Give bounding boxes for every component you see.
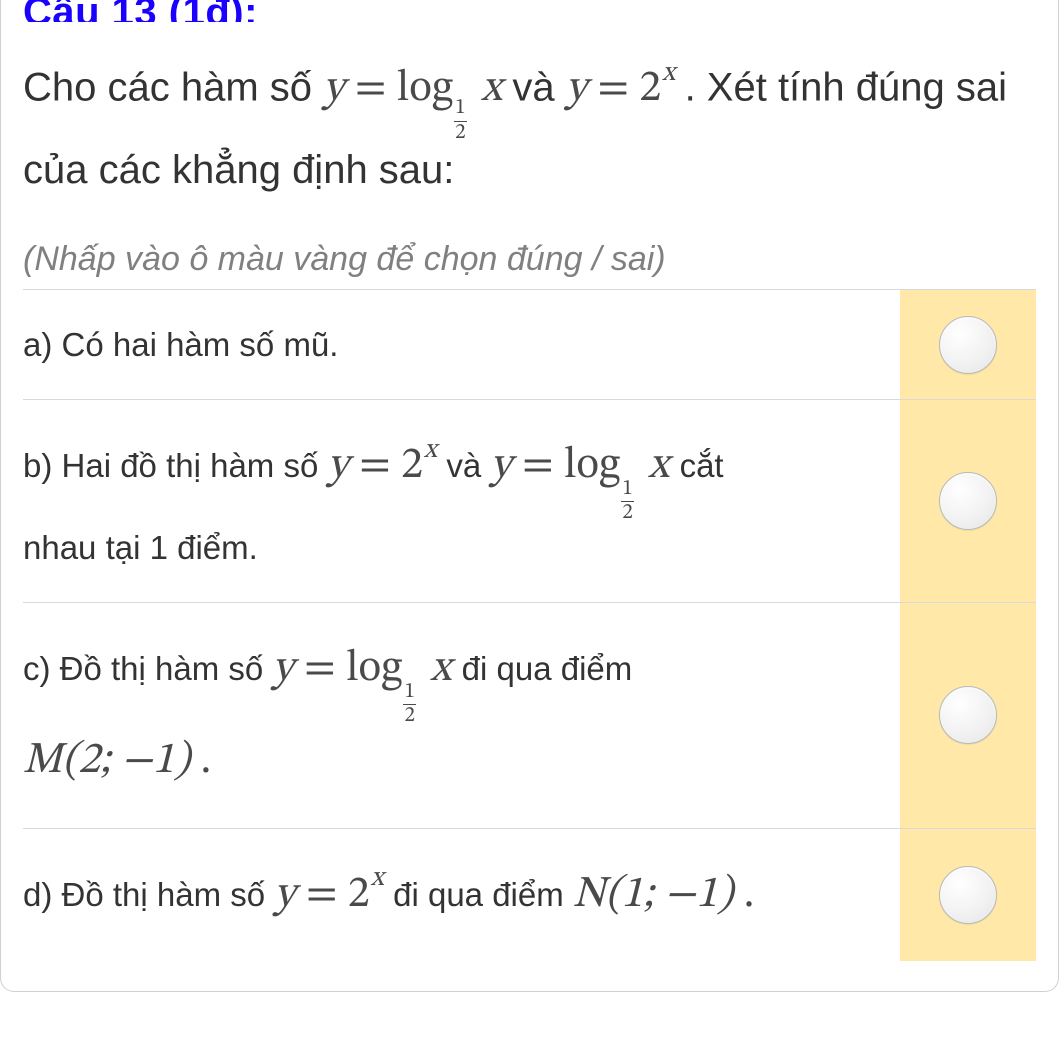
option-row-a: a) Có hai hàm số mũ.: [23, 290, 1036, 400]
question-number: Câu 13 (1đ):: [23, 0, 1036, 22]
equation-log: y = log12 x: [323, 67, 512, 111]
equation-exp: y = 2x: [566, 67, 685, 111]
prompt-text-1: Cho các hàm số: [23, 65, 323, 109]
equation-exp-d: y = 2x: [274, 873, 393, 917]
instruction-hint: (Nhấp vào ô màu vàng để chọn đúng / sai): [23, 240, 1036, 279]
option-d-toggle[interactable]: [900, 829, 1036, 961]
option-row-b: b) Hai đồ thị hàm số y = 2x và y = log12…: [23, 400, 1036, 603]
question-prompt: Cho các hàm số y = log12 x và y = 2x . X…: [23, 48, 1036, 208]
prompt-text-2: và: [512, 65, 565, 109]
option-c-text: c) Đồ thị hàm số y = log12 x đi qua điểm…: [23, 603, 900, 828]
radio-icon: [939, 316, 997, 374]
point-n: N(1; −1): [573, 873, 744, 917]
equation-log-c: y = log12 x: [272, 647, 461, 691]
point-m: M(2; −1): [23, 739, 201, 783]
option-a-text: a) Có hai hàm số mũ.: [23, 290, 900, 399]
radio-icon: [939, 686, 997, 744]
option-row-c: c) Đồ thị hàm số y = log12 x đi qua điểm…: [23, 603, 1036, 829]
question-card: Câu 13 (1đ): Cho các hàm số y = log12 x …: [0, 0, 1059, 992]
option-c-toggle[interactable]: [900, 603, 1036, 828]
option-b-text: b) Hai đồ thị hàm số y = 2x và y = log12…: [23, 400, 900, 602]
radio-icon: [939, 472, 997, 530]
options-table: a) Có hai hàm số mũ. b) Hai đồ thị hàm s…: [23, 289, 1036, 961]
option-b-toggle[interactable]: [900, 400, 1036, 602]
option-a-toggle[interactable]: [900, 290, 1036, 399]
radio-icon: [939, 866, 997, 924]
option-row-d: d) Đồ thị hàm số y = 2x đi qua điểm N(1;…: [23, 829, 1036, 961]
equation-log-b: y = log12 x: [490, 444, 679, 488]
equation-exp-b: y = 2x: [327, 444, 446, 488]
option-d-text: d) Đồ thị hàm số y = 2x đi qua điểm N(1;…: [23, 829, 900, 961]
